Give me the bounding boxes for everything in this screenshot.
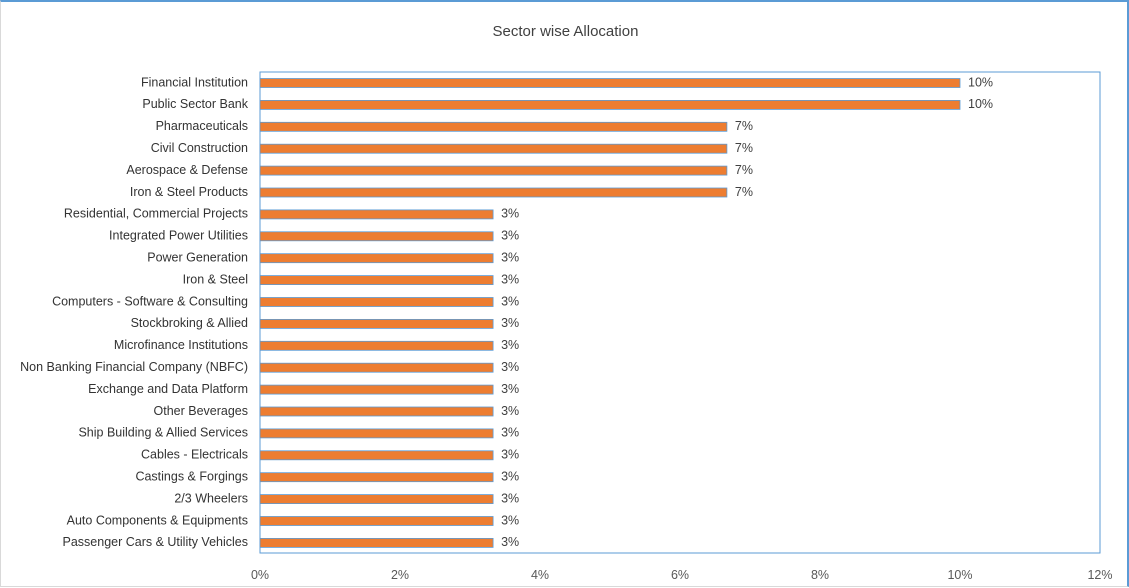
data-label: 7% [735,163,753,177]
data-label: 10% [968,97,993,111]
data-label: 3% [501,250,519,264]
data-label: 3% [501,338,519,352]
category-label: Ship Building & Allied Services [78,426,248,440]
category-label: Financial Institution [141,75,248,89]
data-label: 10% [968,75,993,89]
x-tick-label: 6% [671,568,689,582]
data-label: 3% [501,535,519,549]
data-label: 3% [501,229,519,243]
category-label: Computers - Software & Consulting [52,294,248,308]
category-label: Residential, Commercial Projects [64,207,248,221]
category-label: Integrated Power Utilities [109,229,248,243]
data-label: 3% [501,469,519,483]
data-label: 3% [501,426,519,440]
plot-area-border [259,71,1101,554]
bar [259,187,728,198]
category-label: Stockbroking & Allied [131,316,248,330]
category-label: Non Banking Financial Company (NBFC) [20,360,248,374]
category-label: Public Sector Bank [142,97,248,111]
data-label: 3% [501,207,519,221]
bar [259,340,494,351]
x-tick-label: 12% [1087,568,1112,582]
category-label: Civil Construction [151,141,248,155]
data-label: 7% [735,119,753,133]
chart-title: Sector wise Allocation [492,23,639,40]
x-tick-label: 0% [251,568,269,582]
bar [259,165,728,176]
bar [259,253,494,264]
bar [259,78,961,88]
category-label: Castings & Forgings [135,469,248,483]
bar [259,318,494,329]
bar [259,297,494,307]
category-label: 2/3 Wheelers [174,491,248,505]
bar [259,143,728,154]
bar [259,384,494,395]
data-label: 3% [501,360,519,374]
bar [259,538,494,548]
bar [259,100,961,110]
category-label: Iron & Steel Products [130,185,248,199]
data-label: 7% [735,141,753,155]
bar [259,231,494,242]
data-label: 3% [501,448,519,462]
data-label: 3% [501,404,519,418]
data-label: 3% [501,294,519,308]
category-label: Aerospace & Defense [126,163,248,177]
category-label: Exchange and Data Platform [88,382,248,396]
category-label: Auto Components & Equipments [67,513,248,527]
bar [259,516,494,526]
bar [259,450,494,461]
data-label: 3% [501,491,519,505]
category-label: Passenger Cars & Utility Vehicles [63,535,249,549]
bar [259,406,494,417]
bar [259,275,494,286]
bar [259,472,494,483]
bar [259,362,494,373]
data-label: 3% [501,316,519,330]
x-tick-label: 4% [531,568,549,582]
category-label: Iron & Steel [183,272,248,286]
category-label: Cables - Electricals [141,448,248,462]
category-label: Power Generation [147,250,248,264]
x-tick-label: 10% [947,568,972,582]
category-label: Other Beverages [154,404,249,418]
data-label: 3% [501,382,519,396]
bar [259,121,728,132]
x-tick-label: 2% [391,568,409,582]
data-label: 3% [501,513,519,527]
x-tick-label: 8% [811,568,829,582]
bar [259,428,494,439]
data-label: 7% [735,185,753,199]
bar [259,494,494,505]
bar [259,209,494,220]
category-label: Pharmaceuticals [156,119,248,133]
category-label: Microfinance Institutions [114,338,248,352]
data-label: 3% [501,272,519,286]
